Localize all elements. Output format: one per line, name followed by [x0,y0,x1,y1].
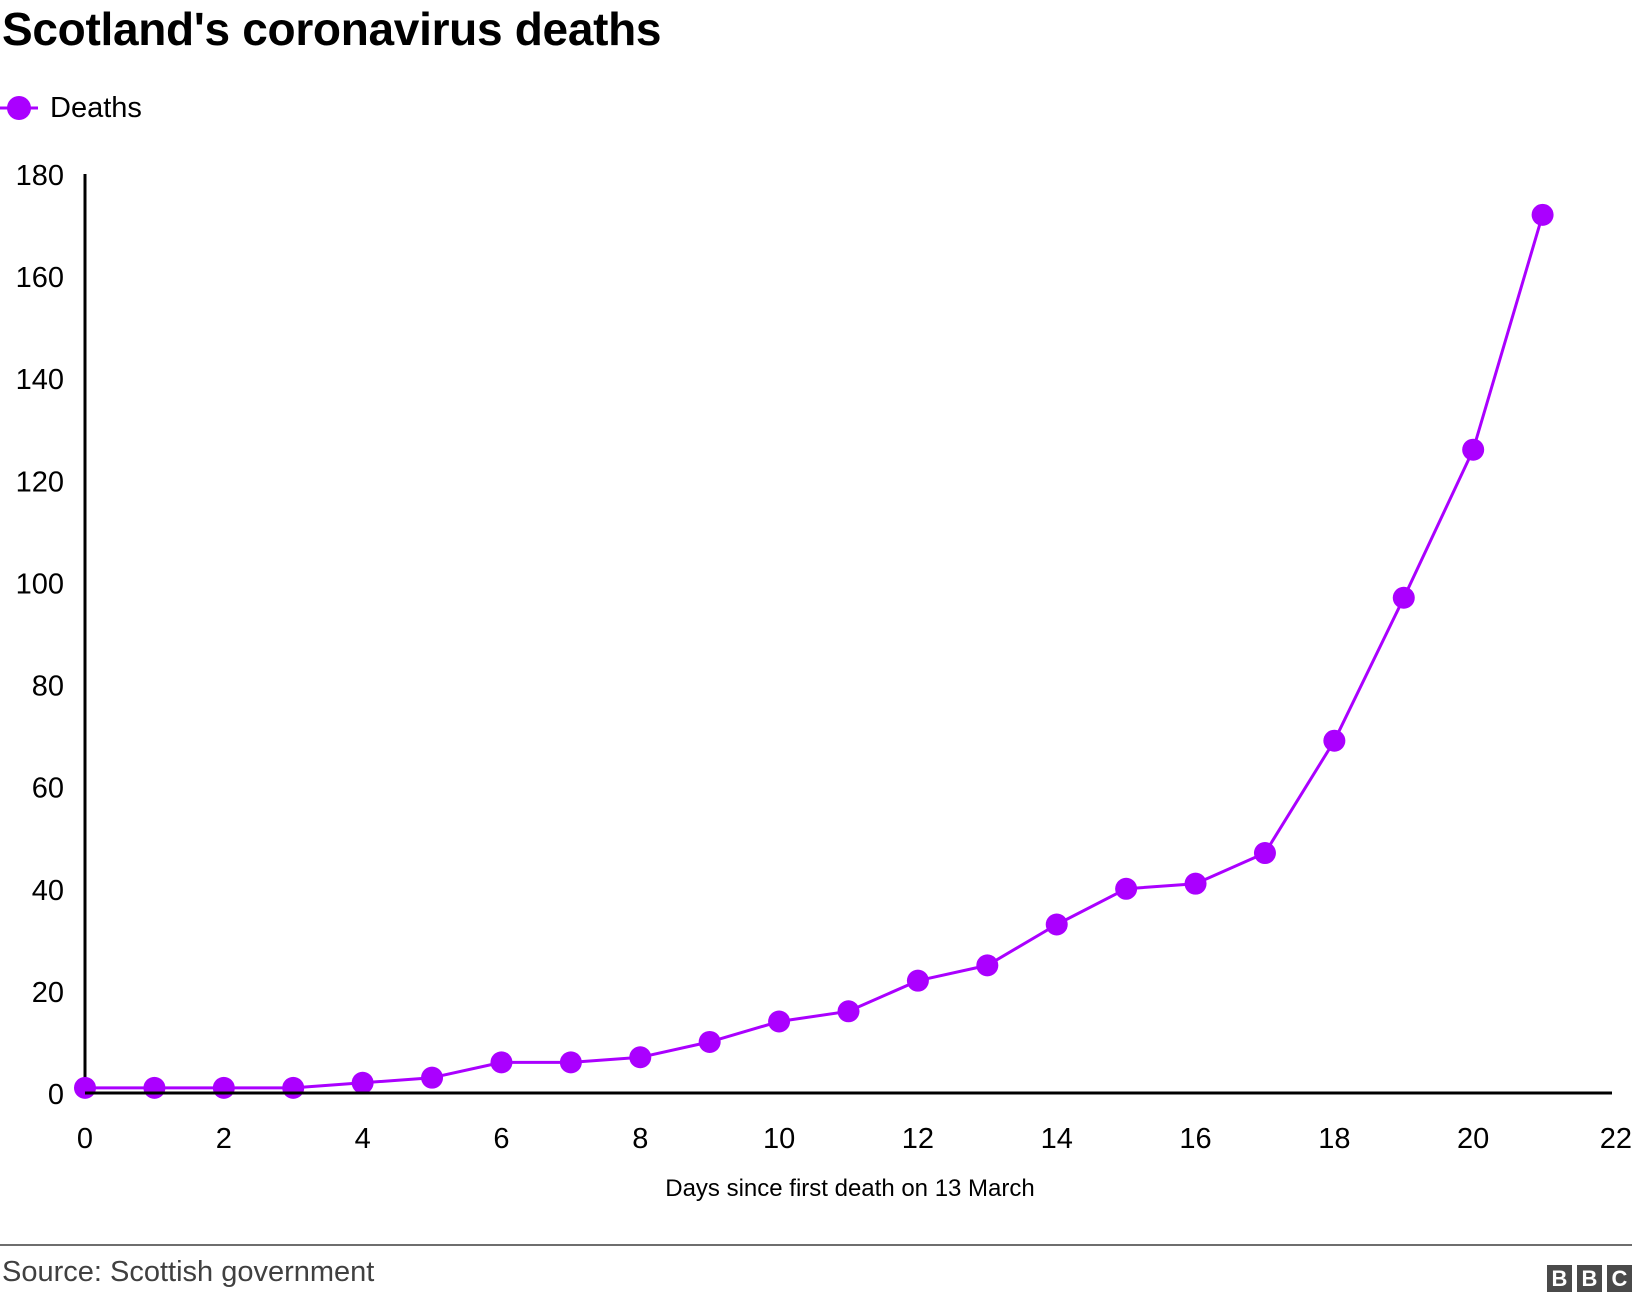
chart-title: Scotland's coronavirus deaths [2,3,662,55]
x-axis-title: Days since first death on 13 March [665,1175,1035,1202]
data-point [976,954,999,977]
data-point [212,1076,235,1099]
data-point [629,1046,652,1069]
y-tick-label: 0 [48,1079,64,1111]
bbc-logo-letter: B [1547,1265,1572,1292]
bbc-logo-letter: B [1577,1265,1602,1292]
data-point [1323,729,1346,752]
x-tick-label: 22 [1600,1123,1632,1155]
line-chart: 0 20 40 60 80 100 120 140 160 180 0 2 4 6 8 10 12 14 16 18 2… [16,160,1632,1202]
data-point [559,1051,582,1074]
data-point [1531,203,1554,226]
y-tick-label: 120 [16,466,64,498]
data-point [837,1000,860,1023]
legend-label: Deaths [50,91,142,124]
data-point [698,1030,721,1053]
y-tick-label: 140 [16,364,64,396]
y-tick-label: 40 [32,875,64,907]
data-point [282,1076,305,1099]
bbc-logo-letter: C [1607,1265,1632,1292]
y-tick-label: 100 [16,568,64,600]
x-tick-label: 14 [1041,1123,1073,1155]
data-point [1115,877,1138,900]
x-tick-label: 10 [763,1123,795,1155]
x-tick-label: 8 [632,1123,648,1155]
x-tick-label: 0 [77,1123,93,1155]
x-tick-label: 12 [902,1123,934,1155]
data-point [490,1051,513,1074]
legend: Deaths [0,88,142,128]
source-note: Source: Scottish government [2,1256,375,1288]
footer-divider [0,1244,1632,1246]
x-tick-label: 2 [216,1123,232,1155]
data-point [1253,842,1276,865]
data-point [421,1066,444,1089]
data-point [351,1071,374,1094]
data-point [1184,872,1207,895]
y-tick-label: 160 [16,262,64,294]
x-tick-label: 6 [493,1123,509,1155]
series-line-deaths [85,214,1545,1090]
data-point [143,1076,166,1099]
data-point [906,969,929,992]
bbc-logo: B B C [1547,1265,1632,1292]
data-point [74,1076,96,1099]
data-point [1392,586,1415,609]
x-tick-label: 20 [1457,1123,1489,1155]
x-tick-label: 16 [1179,1123,1211,1155]
x-tick-label: 18 [1318,1123,1350,1155]
legend-marker-icon [0,96,38,120]
data-point [1045,913,1068,936]
y-tick-label: 80 [32,671,64,703]
y-tick-label: 60 [32,773,64,805]
data-point [1462,438,1485,461]
x-tick-label: 4 [355,1123,371,1155]
data-point [768,1010,791,1033]
y-tick-label: 20 [32,977,64,1009]
y-tick-label: 180 [16,160,64,192]
